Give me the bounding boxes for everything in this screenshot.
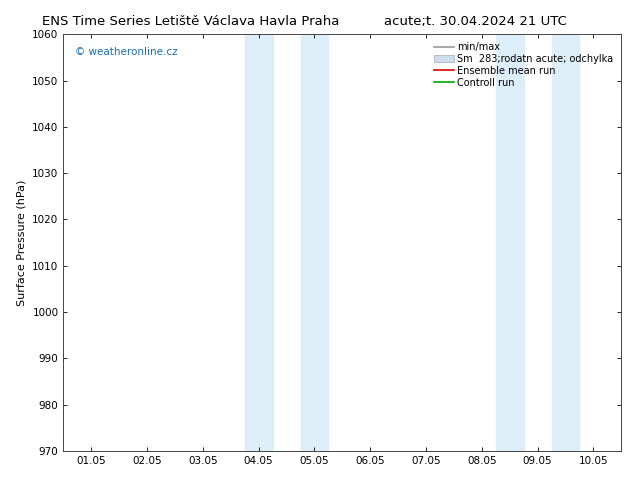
Text: ENS Time Series Letiště Václava Havla Praha: ENS Time Series Letiště Václava Havla Pr… xyxy=(41,15,339,28)
Y-axis label: Surface Pressure (hPa): Surface Pressure (hPa) xyxy=(16,179,27,306)
Bar xyxy=(552,34,579,451)
Bar xyxy=(496,34,524,451)
Text: © weatheronline.cz: © weatheronline.cz xyxy=(75,47,177,57)
Text: acute;t. 30.04.2024 21 UTC: acute;t. 30.04.2024 21 UTC xyxy=(384,15,567,28)
Legend: min/max, Sm  283;rodatn acute; odchylka, Ensemble mean run, Controll run: min/max, Sm 283;rodatn acute; odchylka, … xyxy=(431,39,616,91)
Bar xyxy=(245,34,273,451)
Bar xyxy=(301,34,328,451)
